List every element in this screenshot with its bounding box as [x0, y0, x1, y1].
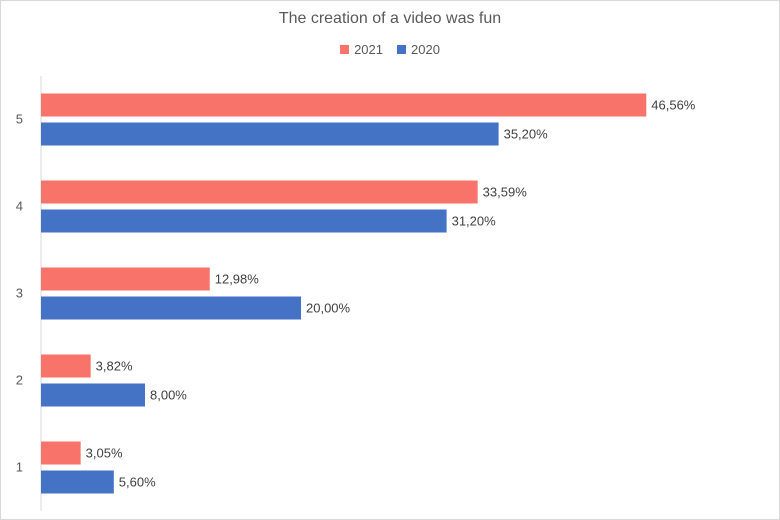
- legend-label-2021: 2021: [354, 42, 383, 57]
- data-label-2020-3: 20,00%: [306, 301, 351, 316]
- data-label-2021-1: 3,05%: [86, 446, 123, 461]
- data-label-2020-4: 31,20%: [452, 214, 497, 229]
- bar-2021-3: [41, 267, 210, 291]
- data-label-2021-2: 3,82%: [96, 359, 133, 374]
- data-label-2021-3: 12,98%: [215, 272, 260, 287]
- category-tick-label: 3: [16, 286, 23, 301]
- bar-2021-1: [41, 441, 81, 465]
- bar-2020-5: [41, 122, 499, 146]
- legend-item-2021: 2021: [340, 42, 383, 57]
- category-tick-label: 2: [16, 373, 23, 388]
- category-tick-label: 1: [16, 460, 23, 475]
- legend-swatch-2021: [340, 45, 350, 54]
- data-label-2021-5: 46,56%: [651, 98, 696, 113]
- data-label-2020-2: 8,00%: [150, 388, 187, 403]
- category-tick-label: 4: [16, 199, 23, 214]
- bar-2020-1: [41, 470, 114, 494]
- bar-2020-4: [41, 209, 447, 233]
- legend-swatch-2020: [397, 45, 406, 54]
- data-label-2020-1: 5,60%: [119, 475, 156, 490]
- legend-label-2020: 2020: [411, 42, 440, 57]
- bar-2020-3: [41, 296, 301, 320]
- data-label-2021-4: 33,59%: [483, 185, 528, 200]
- legend-item-2020: 2020: [397, 42, 440, 57]
- chart-title: The creation of a video was fun: [278, 10, 502, 27]
- legend: 2021 2020: [1, 42, 779, 57]
- bar-2021-5: [41, 93, 647, 117]
- category-tick-label: 5: [16, 112, 23, 127]
- bar-2021-2: [41, 354, 91, 378]
- bar-2020-2: [41, 383, 145, 407]
- data-label-2020-5: 35,20%: [504, 127, 549, 142]
- bar-2021-4: [41, 180, 478, 204]
